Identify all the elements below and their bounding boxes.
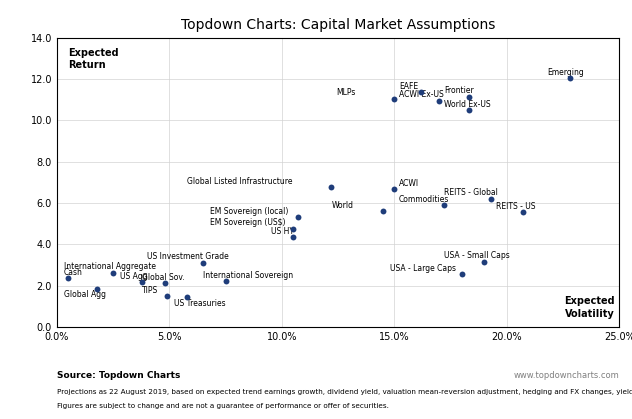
Text: US Treasuries: US Treasuries bbox=[174, 299, 226, 308]
Text: International Sovereign: International Sovereign bbox=[203, 271, 293, 280]
Point bbox=[486, 195, 496, 202]
Point bbox=[198, 259, 208, 266]
Point bbox=[92, 285, 102, 292]
Text: Commodities: Commodities bbox=[399, 194, 449, 204]
Point bbox=[416, 89, 427, 96]
Point bbox=[288, 225, 298, 232]
Title: Topdown Charts: Capital Market Assumptions: Topdown Charts: Capital Market Assumptio… bbox=[181, 18, 495, 32]
Text: World: World bbox=[332, 201, 354, 210]
Text: US Agg: US Agg bbox=[120, 272, 147, 281]
Text: Global Listed Infrastructure: Global Listed Infrastructure bbox=[187, 177, 293, 186]
Point bbox=[63, 275, 73, 282]
Text: REITS - Global: REITS - Global bbox=[444, 188, 498, 197]
Text: Global Sov.: Global Sov. bbox=[142, 273, 185, 282]
Text: TIPS: TIPS bbox=[142, 286, 159, 295]
Text: MLPs: MLPs bbox=[337, 88, 356, 97]
Point bbox=[389, 186, 399, 193]
Point bbox=[378, 208, 388, 215]
Point bbox=[439, 202, 449, 208]
Text: US Investment Grade: US Investment Grade bbox=[147, 252, 229, 261]
Point bbox=[182, 294, 192, 301]
Text: Source: Topdown Charts: Source: Topdown Charts bbox=[57, 371, 180, 380]
Point bbox=[288, 234, 298, 241]
Point bbox=[108, 269, 118, 276]
Text: EM Sovereign (local): EM Sovereign (local) bbox=[210, 207, 288, 216]
Text: Projections as 22 August 2019, based on expected trend earnings growth, dividend: Projections as 22 August 2019, based on … bbox=[57, 389, 632, 395]
Text: Expected
Return: Expected Return bbox=[68, 48, 119, 70]
Text: Global Agg: Global Agg bbox=[64, 290, 106, 299]
Text: www.topdowncharts.com: www.topdowncharts.com bbox=[514, 371, 619, 380]
Text: USA - Large Caps: USA - Large Caps bbox=[390, 264, 456, 273]
Text: US HY: US HY bbox=[270, 227, 294, 235]
Point bbox=[479, 259, 489, 265]
Point bbox=[326, 184, 336, 191]
Text: USA - Small Caps: USA - Small Caps bbox=[444, 251, 509, 260]
Point bbox=[434, 97, 444, 104]
Point bbox=[389, 95, 399, 102]
Point bbox=[463, 93, 473, 100]
Point bbox=[137, 279, 147, 286]
Text: EM Sovereign (US$): EM Sovereign (US$) bbox=[210, 218, 286, 227]
Text: Frontier: Frontier bbox=[444, 86, 473, 95]
Point bbox=[162, 292, 172, 299]
Point bbox=[160, 280, 170, 287]
Text: Cash: Cash bbox=[64, 268, 83, 277]
Point bbox=[565, 75, 575, 81]
Text: World Ex-US: World Ex-US bbox=[444, 100, 490, 109]
Point bbox=[221, 278, 231, 285]
Point bbox=[518, 209, 528, 215]
Text: ACWI Ex-US: ACWI Ex-US bbox=[399, 90, 444, 99]
Point bbox=[457, 271, 467, 277]
Text: Emerging: Emerging bbox=[547, 67, 584, 77]
Text: REITS - US: REITS - US bbox=[495, 202, 535, 211]
Point bbox=[463, 106, 473, 113]
Point bbox=[293, 214, 303, 221]
Text: Expected
Volatility: Expected Volatility bbox=[564, 296, 615, 318]
Text: Figures are subject to change and are not a guarantee of performance or offer of: Figures are subject to change and are no… bbox=[57, 403, 389, 409]
Text: EAFE: EAFE bbox=[399, 82, 418, 91]
Text: ACWI: ACWI bbox=[399, 179, 419, 188]
Text: International Aggregate: International Aggregate bbox=[64, 262, 155, 272]
